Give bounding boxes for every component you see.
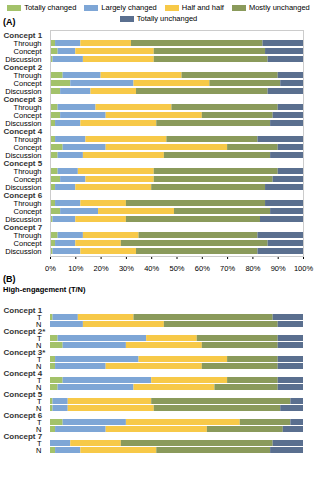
svg-text:Concept: Concept [13,78,42,88]
svg-text:Discussion: Discussion [5,182,42,192]
svg-text:50%: 50% [169,264,184,273]
svg-text:Concept: Concept [13,142,42,152]
svg-text:Concept 3: Concept 3 [4,95,43,104]
html-text:Totally unchanged: Totally unchanged [136,14,198,23]
svg-text:Through: Through [13,198,42,208]
html-text:Largely changed: Largely changed [101,3,157,12]
svg-text:N: N [36,382,42,392]
svg-text:Through: Through [13,38,42,48]
svg-text:Concept: Concept [13,110,42,120]
svg-text:Concept: Concept [13,46,42,56]
html-text:High-engagement (T/N): High-engagement (T/N) [3,285,86,294]
svg-text:70%: 70% [220,264,235,273]
svg-text:100%: 100% [294,264,314,273]
svg-text:60%: 60% [195,264,210,273]
svg-text:Through: Through [13,230,42,240]
svg-text:Discussion: Discussion [5,54,42,64]
svg-text:Discussion: Discussion [5,118,42,128]
svg-text:Through: Through [13,166,42,176]
svg-text:N: N [36,340,42,350]
svg-text:20%: 20% [94,264,109,273]
svg-text:80%: 80% [245,264,260,273]
svg-text:Concept 4: Concept 4 [4,127,43,136]
svg-text:Concept 6: Concept 6 [4,411,43,420]
svg-text:10%: 10% [68,264,83,273]
svg-text:Discussion: Discussion [5,214,42,224]
svg-text:Discussion: Discussion [5,150,42,160]
svg-text:Concept: Concept [13,174,42,184]
html-text:(A): (A) [3,17,16,27]
svg-text:Concept 3*: Concept 3* [4,348,47,357]
svg-text:N: N [36,446,41,455]
svg-text:Concept: Concept [13,238,42,248]
svg-text:Discussion: Discussion [5,247,41,256]
svg-text:Concept 1: Concept 1 [4,31,43,40]
svg-text:Concept 1: Concept 1 [4,306,43,315]
svg-text:Concept 7: Concept 7 [4,223,43,232]
svg-text:Through: Through [13,102,42,112]
svg-text:30%: 30% [119,264,134,273]
svg-text:N: N [36,403,42,413]
svg-text:N: N [36,319,42,329]
html-text:(B): (B) [3,274,16,284]
svg-text:Concept 6: Concept 6 [4,191,43,200]
svg-text:90%: 90% [271,264,286,273]
svg-text:N: N [36,424,42,434]
svg-text:Concept 7: Concept 7 [4,432,43,441]
svg-text:0%: 0% [45,264,56,273]
svg-text:Concept 2*: Concept 2* [4,327,47,336]
svg-text:N: N [36,361,42,371]
svg-text:Concept 2: Concept 2 [4,63,43,72]
html-text:Half and half: Half and half [181,3,224,12]
svg-text:Through: Through [13,70,42,80]
svg-text:Discussion: Discussion [5,86,42,96]
html-text:Mostly unchanged: Mostly unchanged [248,3,310,12]
svg-text:Through: Through [13,134,42,144]
svg-text:40%: 40% [144,264,159,273]
svg-text:Concept 4: Concept 4 [4,369,43,378]
svg-text:Concept 5: Concept 5 [4,159,43,168]
svg-text:Concept 5: Concept 5 [4,390,43,399]
html-text:Totally changed: Totally changed [24,3,77,12]
svg-text:Concept: Concept [13,206,42,216]
